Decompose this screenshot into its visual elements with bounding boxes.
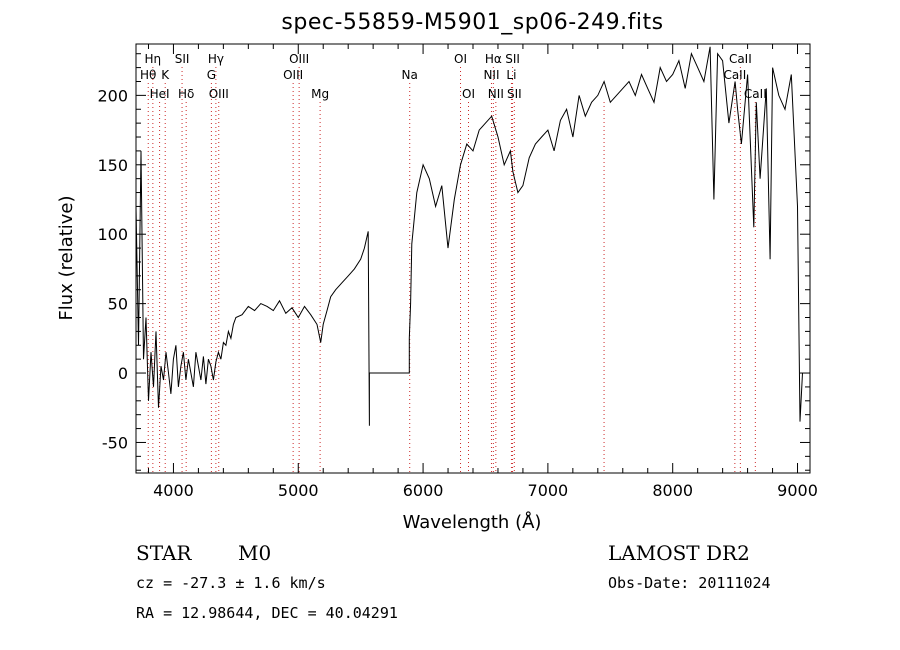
line-label: CaII <box>729 52 752 66</box>
line-label: Hη <box>145 52 162 66</box>
x-tick-label: 8000 <box>652 481 693 500</box>
plot-frame <box>135 43 811 474</box>
x-axis-label: Wavelength (Å) <box>403 511 542 533</box>
line-label: NII <box>488 87 504 101</box>
line-label: CaII <box>744 87 767 101</box>
line-label: OIII <box>289 52 309 66</box>
y-tick-label: 200 <box>97 86 128 105</box>
emission-line-markers <box>147 67 756 473</box>
x-tick-label: 6000 <box>403 481 444 500</box>
y-axis-label: Flux (relative) <box>56 195 77 320</box>
line-label: OI <box>462 87 475 101</box>
line-label: Mg <box>311 87 329 101</box>
line-label: SII <box>505 52 520 66</box>
axis-ticks: 4000 5000 6000 7000 8000 9000 -50 0 50 100 150 200 <box>97 44 818 500</box>
sky-coordinates: RA = 12.98644, DEC = 40.04291 <box>136 604 398 622</box>
line-label: Hα <box>485 52 502 66</box>
line-label: CaII <box>723 68 746 82</box>
y-tick-label: 0 <box>118 364 128 383</box>
line-label: SII <box>507 87 522 101</box>
y-tick-label: 150 <box>97 156 128 175</box>
x-tick-label: 5000 <box>278 481 319 500</box>
line-label: Hθ <box>140 68 156 82</box>
line-labels: Hη Hθ K HeI SII Hδ Hγ G OIII OIII OIII Mg Na OI OI Hα NI… <box>140 52 767 101</box>
line-label: Hδ <box>178 87 194 101</box>
object-type: STAR <box>136 541 192 565</box>
spectral-subclass: M0 <box>238 541 272 565</box>
line-label: SII <box>175 52 190 66</box>
y-tick-label: -50 <box>102 433 128 452</box>
x-tick-label: 9000 <box>777 481 818 500</box>
survey-name: LAMOST DR2 <box>608 541 750 565</box>
spectrum-flux-line <box>135 46 803 426</box>
line-label: OI <box>454 52 467 66</box>
redshift-velocity: cz = -27.3 ± 1.6 km/s <box>136 574 326 592</box>
line-label: G <box>207 68 216 82</box>
line-label: OIII <box>209 87 229 101</box>
line-label: Na <box>402 68 418 82</box>
line-label: NII <box>483 68 499 82</box>
line-label: Hγ <box>208 52 224 66</box>
line-label: Li <box>506 68 516 82</box>
y-tick-label: 50 <box>108 295 128 314</box>
y-tick-label: 100 <box>97 225 128 244</box>
chart-title: spec-55859-M5901_sp06-249.fits <box>281 10 664 35</box>
line-label: HeI <box>150 87 170 101</box>
observation-date: Obs-Date: 20111024 <box>608 574 771 592</box>
x-tick-label: 7000 <box>528 481 569 500</box>
x-tick-label: 4000 <box>153 481 194 500</box>
line-label: K <box>161 68 170 82</box>
line-label: OIII <box>283 68 303 82</box>
